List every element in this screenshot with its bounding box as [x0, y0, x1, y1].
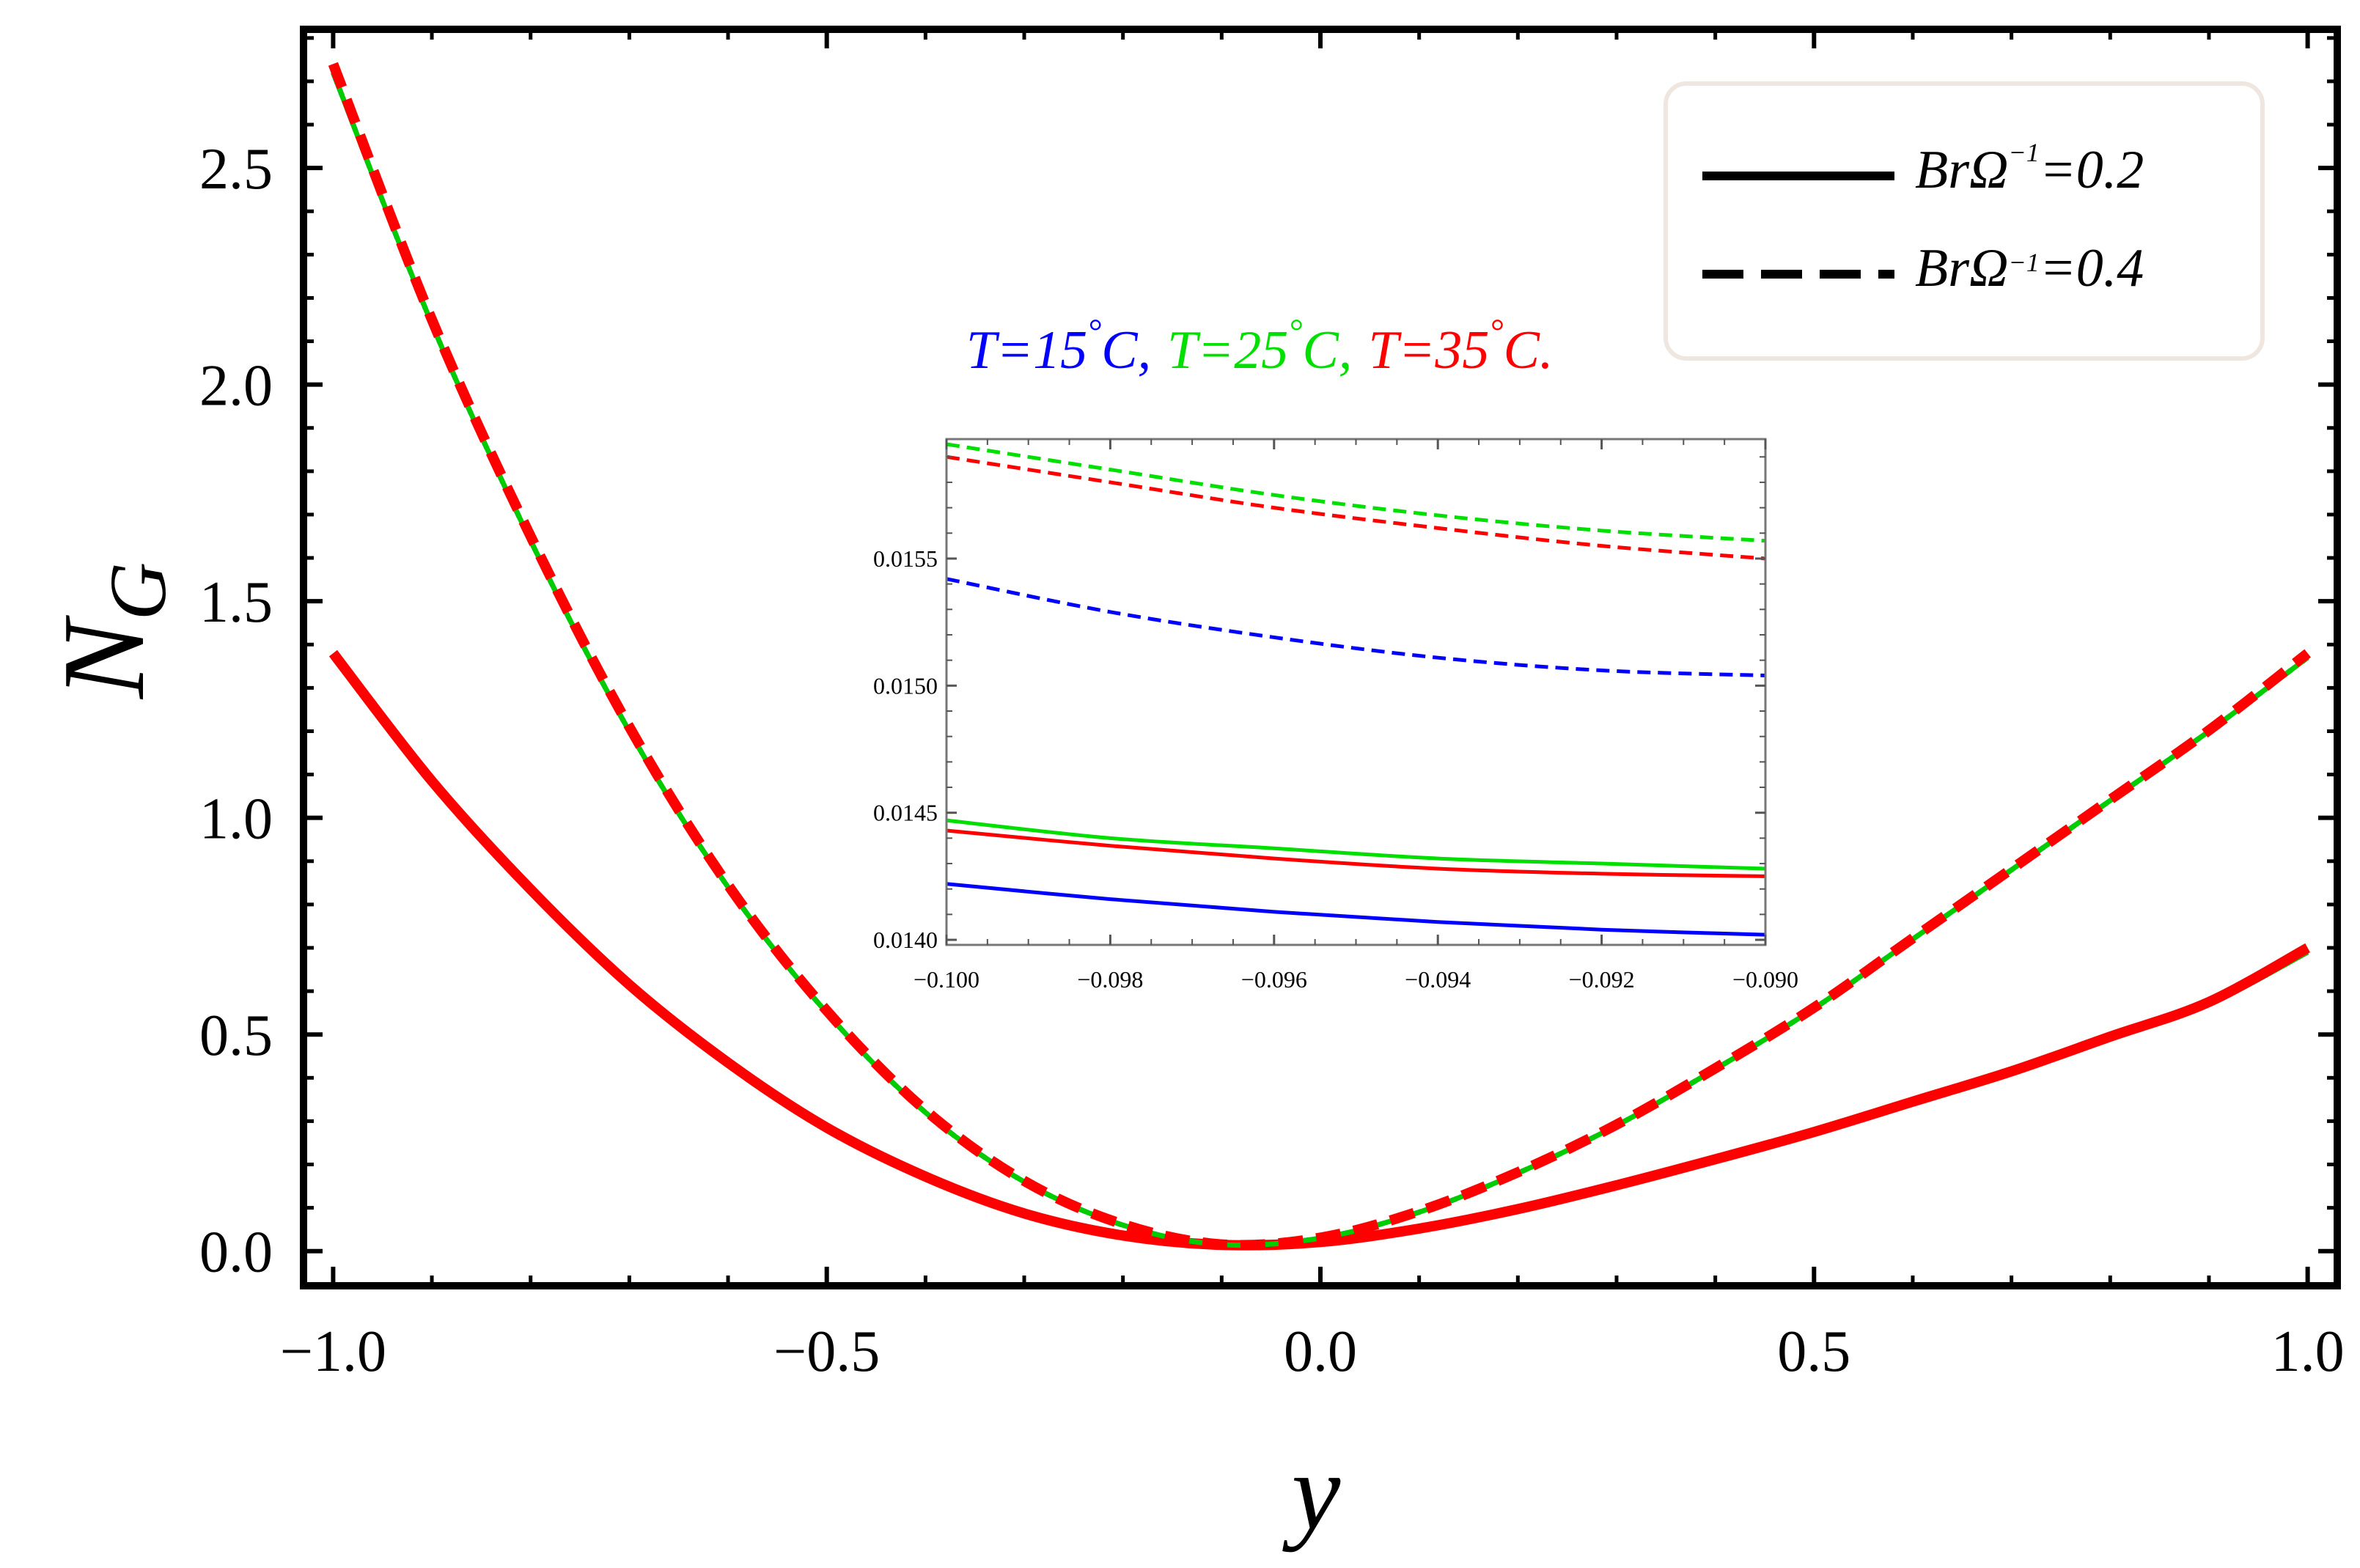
inset-x-tick-label: −0.096: [1241, 966, 1307, 993]
temp-label-15-text: T=15: [966, 320, 1087, 380]
temp-label-25-text: T=25: [1167, 320, 1288, 380]
x-tick-label: −1.0: [280, 1319, 386, 1384]
inset-chart: −0.100 −0.098 −0.096 −0.094 −0.092 −0.090 0.01…: [873, 438, 1798, 993]
x-axis-title: y: [1282, 1431, 1341, 1553]
legend-box: [1664, 81, 2265, 361]
y-tick-label: 2.5: [199, 137, 273, 202]
inset-background: [946, 439, 1765, 945]
y-tick-label: 1.5: [199, 570, 273, 635]
x-tick-label: 0.5: [1777, 1319, 1850, 1384]
degree-symbol: °: [1489, 312, 1503, 351]
x-tick-label: 0.0: [1284, 1319, 1357, 1384]
legend-entry-dashed-sup: −1: [2009, 248, 2040, 277]
legend-entry-dashed: BrΩ−1=0.4: [1915, 238, 2144, 298]
legend-entry-dashed-value: =0.4: [2040, 238, 2144, 298]
inset-series-group: [946, 442, 1765, 937]
inset-y-tick-label: 0.0140: [873, 927, 938, 953]
main-series-group: [328, 62, 2311, 1251]
inset-x-tick-label: −0.094: [1405, 966, 1471, 993]
y-tick-label: 0.5: [199, 1004, 273, 1068]
temp-label-15-unit: C,: [1101, 320, 1151, 380]
main-axis-ticks: −1.0 −0.5 0.0 0.5 1.0 0.0 0.5 1.0 1.5 2.0 2.5: [199, 29, 2345, 1384]
inset-series-line-3: [946, 818, 1765, 871]
inset-axis-ticks: −0.100 −0.098 −0.096 −0.094 −0.092 −0.090 0.01…: [873, 439, 1798, 993]
y-tick-label: 1.0: [199, 787, 273, 852]
legend-entry-solid-base: BrΩ: [1915, 140, 2009, 200]
degree-symbol: °: [1288, 312, 1302, 351]
inset-y-tick-label: 0.0145: [873, 800, 938, 826]
inset-y-tick-label: 0.0150: [873, 672, 938, 699]
inset-y-tick-label: 0.0155: [873, 545, 938, 572]
legend-entry-solid-value: =0.2: [2040, 140, 2144, 200]
y-axis-title-main: N: [38, 614, 169, 700]
y-axis-title-subscript: G: [93, 562, 183, 620]
svg-text:NG: NG: [38, 562, 183, 700]
x-tick-label: 1.0: [2271, 1319, 2345, 1384]
temp-label-25-unit: C,: [1302, 320, 1352, 380]
temperature-labels: T=15°C, T=25°C, T=35°C.: [966, 312, 1553, 380]
inset-x-tick-label: −0.100: [914, 966, 979, 993]
temp-label-35-unit: C.: [1504, 320, 1554, 380]
degree-symbol: °: [1087, 312, 1101, 351]
inset-x-tick-label: −0.092: [1569, 966, 1635, 993]
inset-x-tick-label: −0.090: [1732, 966, 1798, 993]
inset-series-line-5: [946, 882, 1765, 937]
legend-entry-solid: BrΩ−1=0.2: [1915, 138, 2144, 200]
temp-label-35-text: T=35: [1368, 320, 1489, 380]
inset-series-line-2: [946, 577, 1765, 677]
legend: BrΩ−1=0.2 BrΩ−1=0.4: [1664, 81, 2265, 361]
inset-x-tick-label: −0.098: [1077, 966, 1143, 993]
y-tick-label: 2.0: [199, 354, 273, 419]
inset-series-line-4: [946, 828, 1765, 878]
main-series-line-5: [328, 62, 2311, 1251]
legend-entry-solid-sup: −1: [2009, 138, 2040, 167]
x-tick-label: −0.5: [773, 1319, 880, 1384]
y-tick-label: 0.0: [199, 1221, 273, 1285]
legend-entry-dashed-base: BrΩ: [1915, 238, 2009, 298]
y-axis-title: NG: [38, 562, 183, 700]
